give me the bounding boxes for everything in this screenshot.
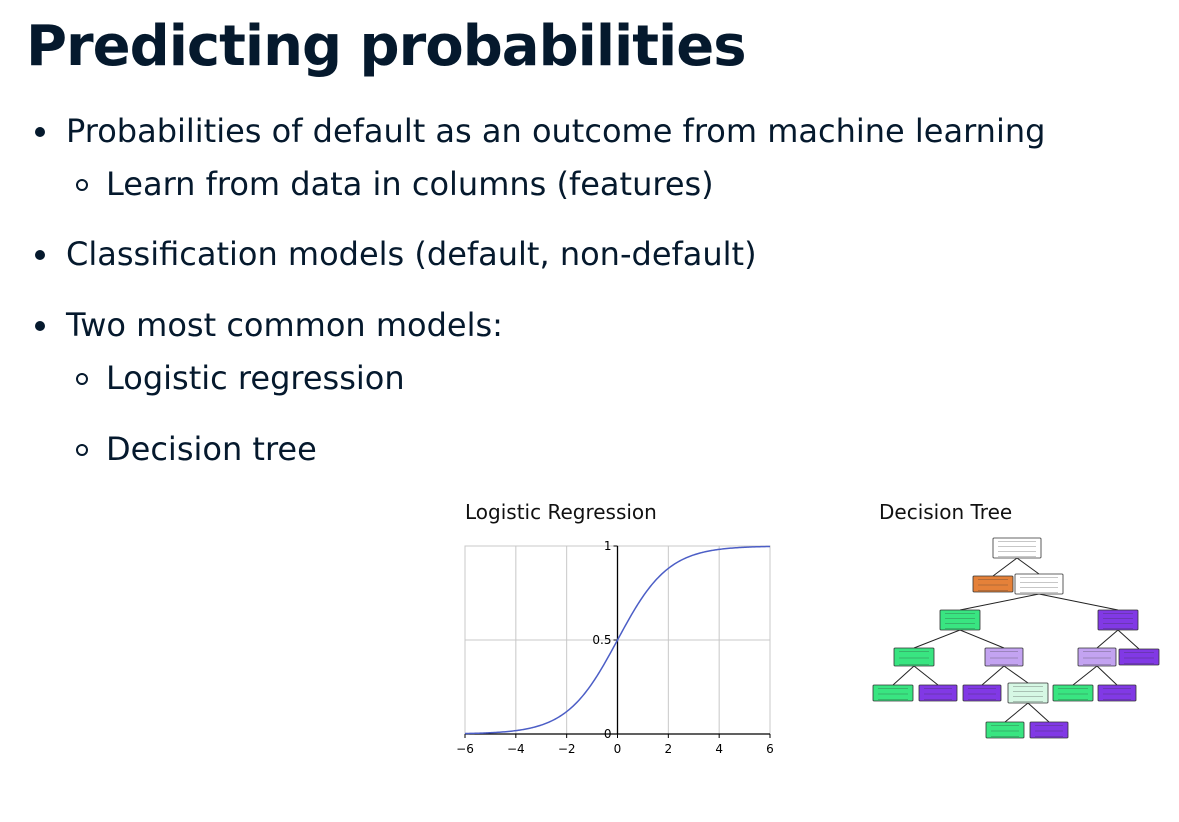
sub-bullet-learn-from-data: Learn from data in columns (features) (106, 165, 714, 203)
sub-bullet-logistic-regression: Logistic regression (106, 359, 405, 397)
tree-node (872, 684, 914, 702)
tree-node (939, 609, 981, 631)
tree-figure-title: Decision Tree (879, 500, 1013, 524)
bullet-dot (35, 250, 45, 260)
tree-edge (892, 665, 915, 686)
x-tick-label: −4 (507, 742, 525, 756)
tree-node (1052, 684, 1094, 702)
bullet-probabilities: Probabilities of default as an outcome f… (66, 112, 1046, 150)
tree-edge (1096, 629, 1119, 649)
tree-node (1014, 573, 1064, 595)
bullet-two-models: Two most common models: (66, 306, 503, 344)
tree-node (893, 647, 935, 667)
tree-edge (913, 665, 939, 686)
tree-edge (1096, 665, 1118, 686)
tree-node (992, 537, 1042, 559)
x-tick-label: −6 (456, 742, 474, 756)
x-tick-label: 6 (766, 742, 774, 756)
sigmoid-curve (464, 545, 771, 735)
tree-edge (959, 593, 1040, 611)
tree-node (984, 647, 1024, 667)
tree-node (1077, 647, 1117, 667)
slide-title: Predicting probabilities (26, 14, 747, 79)
tree-node (1097, 684, 1137, 702)
tree-node (1007, 682, 1049, 704)
logistic-chart: −6 −4 −2 0 2 4 6 0 0.5 1 (456, 539, 774, 756)
x-tick-label: 2 (665, 742, 673, 756)
tree-edge (1027, 702, 1050, 723)
tree-edge (1117, 629, 1140, 650)
tree-node (1029, 721, 1069, 739)
x-tick-label: 4 (715, 742, 723, 756)
tree-edge (1038, 593, 1119, 611)
sub-bullet-ring (76, 373, 88, 385)
sub-bullet-decision-tree: Decision tree (106, 430, 317, 468)
tree-edge (1016, 557, 1040, 575)
tree-edge (1004, 702, 1029, 723)
y-tick-label: 1 (604, 539, 612, 553)
x-tick-label: 0 (614, 742, 622, 756)
tree-edge (1072, 665, 1098, 686)
tree-node (972, 575, 1014, 593)
bullet-classification-models: Classification models (default, non-defa… (66, 235, 757, 273)
tree-node (918, 684, 958, 702)
y-tick-label: 0 (604, 727, 612, 741)
tree-node (985, 721, 1025, 739)
tree-edge (1003, 665, 1029, 684)
tree-edge (959, 629, 1005, 649)
bullet-dot (35, 321, 45, 331)
tree-edge (992, 557, 1018, 577)
tree-edge (981, 665, 1005, 686)
tree-node (962, 684, 1002, 702)
tree-edge (913, 629, 961, 649)
tree-node (1118, 648, 1160, 666)
sub-bullet-ring (76, 179, 88, 191)
decision-tree-diagram (872, 537, 1160, 739)
logistic-figure-title: Logistic Regression (465, 500, 657, 524)
tree-node (1097, 609, 1139, 631)
bullet-dot (35, 127, 45, 137)
y-tick-label: 0.5 (592, 633, 611, 647)
x-tick-label: −2 (558, 742, 576, 756)
sub-bullet-ring (76, 444, 88, 456)
